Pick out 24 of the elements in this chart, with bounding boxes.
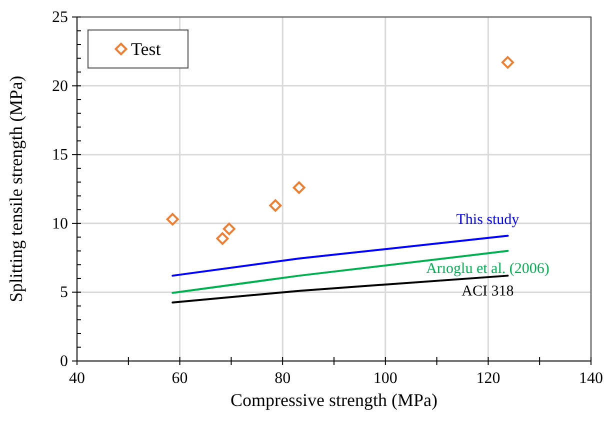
point: [269, 199, 282, 212]
series-label: Arıoglu et al. (2006): [426, 260, 550, 277]
x-tick-label: 40: [69, 370, 85, 387]
y-tick-label: 20: [52, 78, 68, 95]
point: [222, 222, 236, 236]
x-tick-label: 80: [274, 370, 291, 387]
x-tick-label: 120: [476, 370, 500, 387]
x-tick-label: 140: [579, 370, 603, 387]
point: [166, 213, 179, 226]
y-tick-label: 5: [60, 284, 68, 302]
point: [501, 56, 514, 69]
y-tick-label: 15: [52, 146, 68, 164]
y-tick-label: 25: [52, 9, 68, 26]
point: [292, 181, 306, 194]
series-label: ACI 318: [462, 284, 514, 300]
point: [216, 232, 229, 245]
y-tick-label: 0: [60, 353, 68, 370]
y-axis-title: Splitting tensile strength (MPa): [6, 76, 26, 302]
x-tick-label: 100: [373, 370, 398, 387]
x-tick-label: 60: [172, 370, 188, 387]
series-label: This study: [456, 212, 520, 228]
y-tick-label: 10: [52, 215, 68, 232]
legend-label: Test: [131, 39, 161, 59]
x-axis-title: Compressive strength (MPa): [230, 390, 438, 410]
